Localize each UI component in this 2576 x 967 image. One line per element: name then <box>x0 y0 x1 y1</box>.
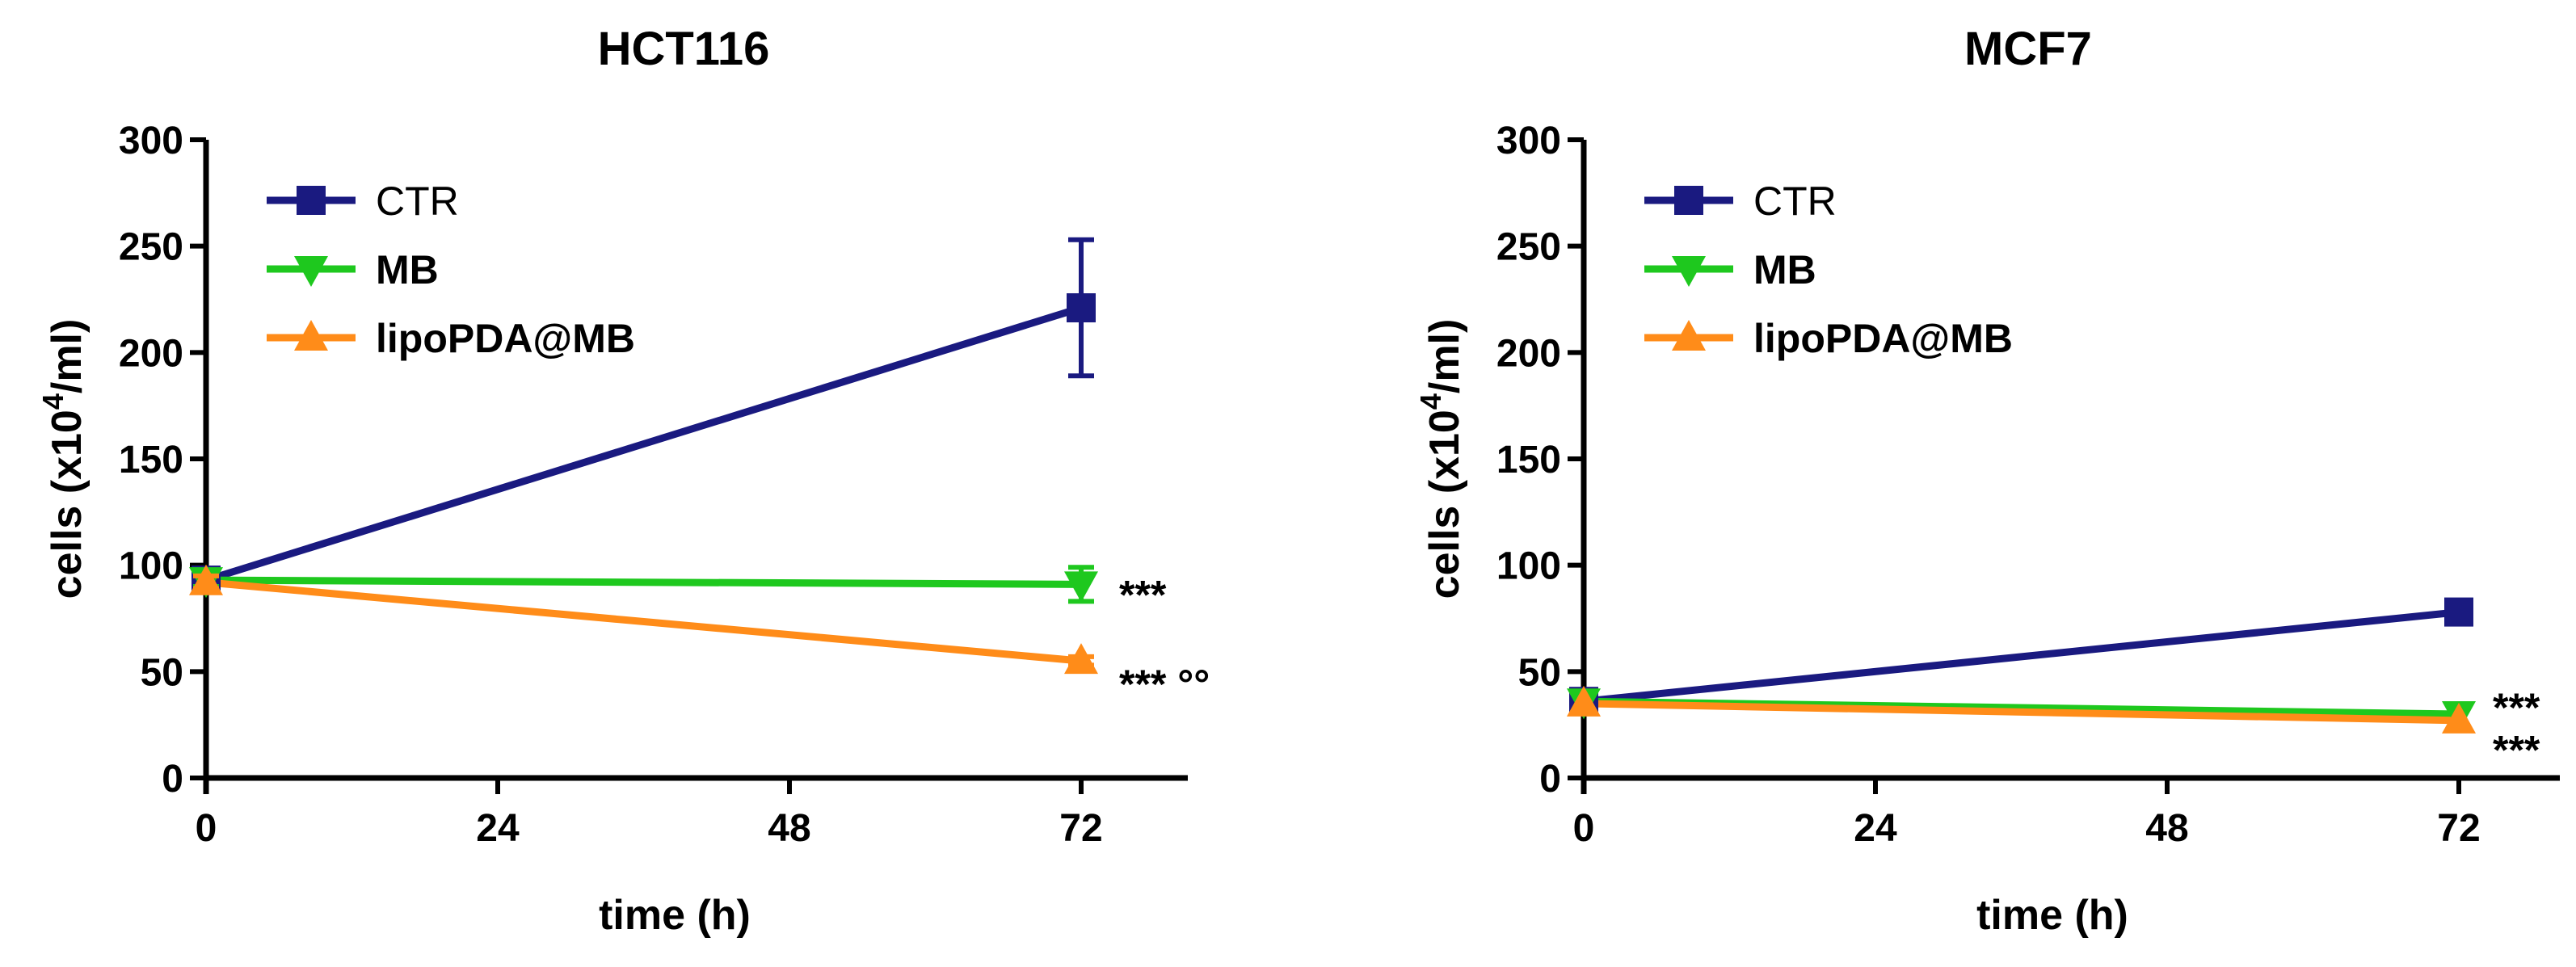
series-line-ctr <box>204 304 1083 584</box>
chart-title: HCT116 <box>598 23 770 75</box>
significance-annotation: *** °° <box>1119 662 1210 707</box>
legend-label-mb: MB <box>376 247 439 292</box>
y-axis-label-main: cells (x10 <box>1421 410 1468 599</box>
x-tick-label: 48 <box>768 807 810 850</box>
data-point-lipopda-mb <box>2442 702 2476 734</box>
legend-marker-mb <box>1672 256 1706 287</box>
data-point-ctr <box>2444 597 2473 627</box>
legend-label-ctr: CTR <box>1753 179 1837 224</box>
y-tick-label: 100 <box>119 545 183 588</box>
legend-label-mb: MB <box>1753 247 1816 292</box>
significance-annotation: *** <box>1119 572 1167 617</box>
legend-marker-lipopda-mb <box>1672 320 1706 351</box>
y-axis-label: cells (x104/ml) <box>36 319 90 599</box>
y-axis-label-tail: /ml) <box>1421 319 1468 393</box>
y-tick-label: 150 <box>1496 439 1561 481</box>
y-tick-label: 100 <box>1496 545 1561 588</box>
y-axis-label-tail: /ml) <box>44 319 90 393</box>
series-line-lipopda-mb <box>205 578 1082 665</box>
series-line-mb <box>205 576 1082 588</box>
y-axis-label-superscript: 4 <box>1414 393 1447 410</box>
x-axis-label: time (h) <box>1976 892 2128 939</box>
data-point-lipopda-mb <box>1064 643 1098 675</box>
significance-annotation: *** <box>2493 685 2540 730</box>
x-axis-label: time (h) <box>599 892 751 939</box>
chart-mcf7: MCF7 0 50 100 150 200 250 300 0 24 48 72 time (h) cel… <box>1414 23 2560 939</box>
y-tick-label: 50 <box>1518 651 1561 694</box>
legend-marker-mb <box>294 256 328 287</box>
y-axis-label-superscript: 4 <box>36 393 69 410</box>
x-tick-label: 24 <box>476 807 520 850</box>
x-tick-label: 48 <box>2145 807 2188 850</box>
data-point-lipopda-mb <box>1567 685 1601 717</box>
legend-label-lipopda-mb: lipoPDA@MB <box>1753 316 2013 361</box>
legend-label-lipopda-mb: lipoPDA@MB <box>376 316 635 361</box>
series-line-ctr <box>1583 608 2460 705</box>
y-tick-label: 200 <box>1496 332 1561 375</box>
chart-hct116: HCT116 0 50 100 150 200 250 300 0 24 48 72 time (h) c… <box>36 23 1210 939</box>
y-axis-label-main: cells (x10 <box>44 410 90 599</box>
data-point-mb <box>1064 571 1098 603</box>
x-tick-label: 0 <box>1573 807 1595 850</box>
significance-annotation: *** <box>2493 728 2540 773</box>
x-tick-label: 72 <box>2437 807 2480 850</box>
y-axis-label: cells (x104/ml) <box>1414 319 1468 599</box>
x-tick-label: 0 <box>196 807 217 850</box>
y-tick-label: 250 <box>1496 226 1561 269</box>
x-tick-label: 72 <box>1059 807 1102 850</box>
data-point-ctr <box>1067 293 1096 323</box>
series-line-lipopda-mb <box>1583 700 2460 725</box>
y-tick-label: 50 <box>141 651 183 694</box>
y-tick-label: 300 <box>119 120 183 162</box>
y-tick-label: 150 <box>119 439 183 481</box>
x-tick-label: 24 <box>1854 807 1897 850</box>
legend-marker-lipopda-mb <box>294 320 328 351</box>
y-tick-label: 0 <box>162 758 183 801</box>
y-tick-label: 300 <box>1496 120 1561 162</box>
legend-marker-ctr <box>1674 186 1703 215</box>
y-tick-label: 250 <box>119 226 183 269</box>
data-point-lipopda-mb <box>189 564 223 595</box>
legend-label-ctr: CTR <box>376 179 459 224</box>
chart-title: MCF7 <box>1964 23 2092 75</box>
y-tick-label: 0 <box>1539 758 1561 801</box>
y-tick-label: 200 <box>119 332 183 375</box>
legend-marker-ctr <box>297 186 326 215</box>
